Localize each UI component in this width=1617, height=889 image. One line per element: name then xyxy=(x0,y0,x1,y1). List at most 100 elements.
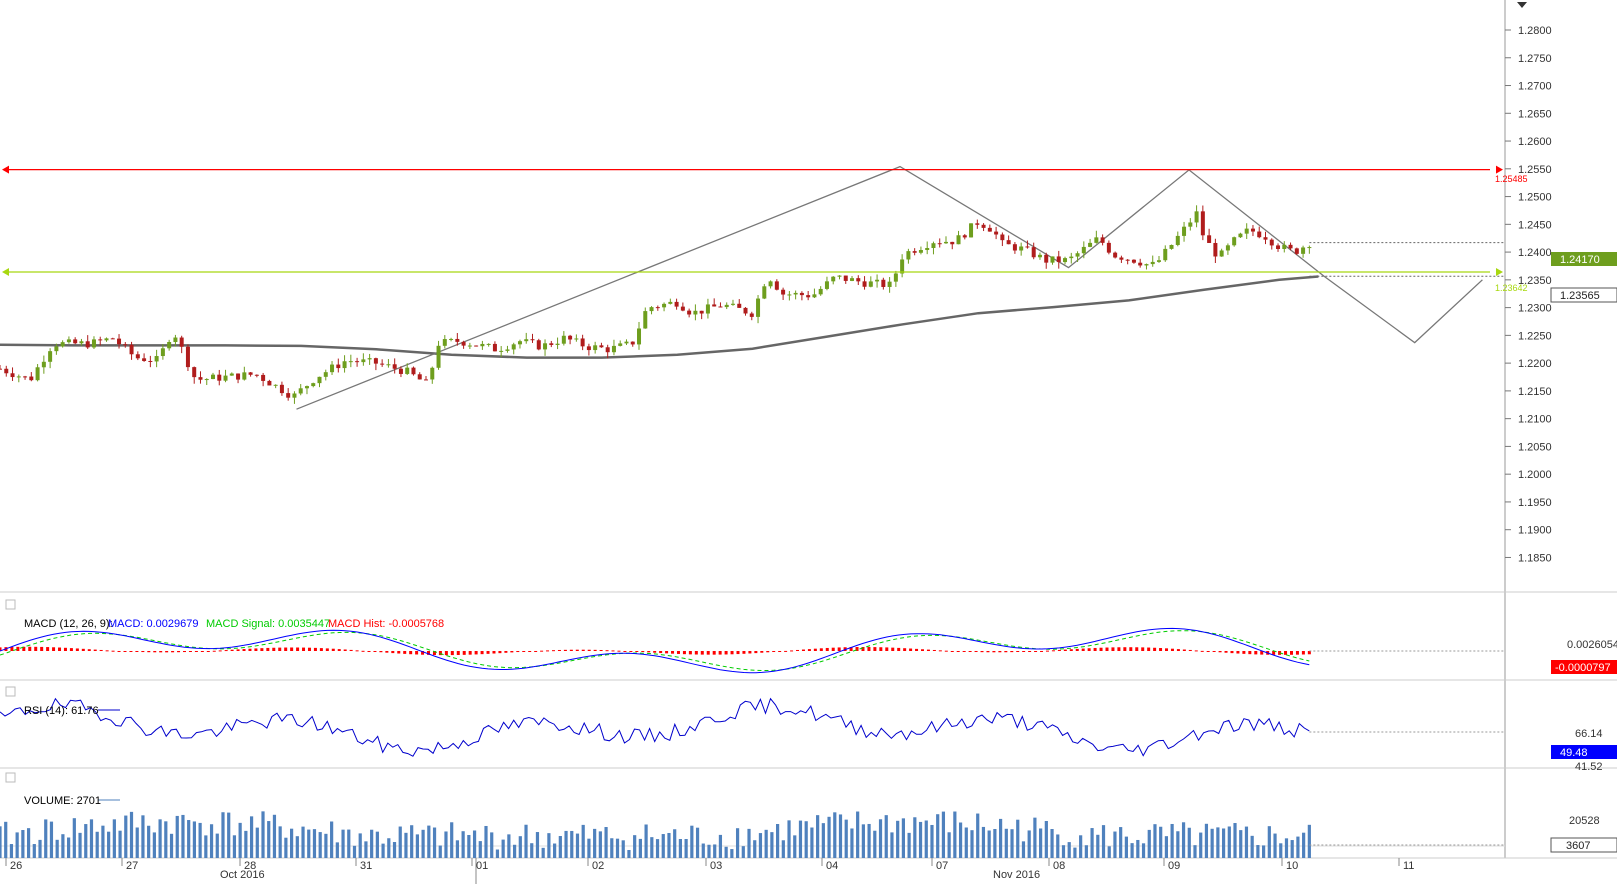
candle-body-45 xyxy=(279,384,284,394)
volume-bar-75 xyxy=(427,825,431,858)
macd-hist-bar-108 xyxy=(641,651,645,653)
volume-bar-100 xyxy=(570,830,574,858)
macd-hist-value: MACD Hist: -0.0005768 xyxy=(328,618,444,630)
macd-hist-bar-70 xyxy=(415,651,419,655)
chevron-down-icon[interactable] xyxy=(1517,2,1527,8)
candle-body-40 xyxy=(248,372,253,375)
resistance-label: 1.25485 xyxy=(1495,174,1528,184)
candle-body-27 xyxy=(167,342,172,349)
macd-signal-line xyxy=(0,630,1310,671)
macd-hist-bar-117 xyxy=(694,651,698,655)
candle-body-205 xyxy=(1282,244,1287,250)
macd-hist-bar-58 xyxy=(343,649,347,651)
volume-bar-15 xyxy=(84,824,88,858)
macd-title: MACD (12, 26, 9): xyxy=(24,618,113,630)
volume-bar-63 xyxy=(358,833,362,858)
volume-bar-103 xyxy=(587,838,591,858)
panel-toggle-icon-1 xyxy=(5,686,16,697)
macd-hist-bar-136 xyxy=(807,649,811,651)
volume-bar-3 xyxy=(15,832,19,858)
price-tick-label-4: 1.2600 xyxy=(1518,136,1552,148)
ma-value-label: 1.23565 xyxy=(1560,290,1600,302)
volume-bar-46 xyxy=(261,811,265,858)
candle-body-69 xyxy=(430,367,435,380)
macd-hist-bar-2 xyxy=(10,646,14,651)
volume-bar-227 xyxy=(1296,836,1300,858)
volume-bar-222 xyxy=(1267,826,1271,858)
macd-hist-bar-212 xyxy=(1260,651,1264,655)
macd-hist-bar-106 xyxy=(629,651,633,652)
volume-bar-143 xyxy=(816,815,820,858)
volume-bar-12 xyxy=(67,837,71,858)
macd-hist-bar-119 xyxy=(706,651,710,655)
volume-bar-69 xyxy=(392,842,397,858)
volume-bar-117 xyxy=(667,832,671,858)
macd-hist-bar-103 xyxy=(611,650,615,652)
volume-bar-17 xyxy=(95,831,99,858)
macd-hist-bar-13 xyxy=(75,648,79,651)
volume-bar-133 xyxy=(758,833,763,858)
volume-bar-223 xyxy=(1273,833,1277,858)
volume-bar-158 xyxy=(901,818,905,858)
macd-hist-bar-90 xyxy=(534,650,538,652)
volume-bar-18 xyxy=(101,825,105,858)
volume-bar-22 xyxy=(124,815,128,858)
volume-bar-229 xyxy=(1307,824,1311,858)
macd-hist-bar-130 xyxy=(772,651,776,652)
macd-hist-bar-169 xyxy=(1004,651,1008,653)
candle-body-72 xyxy=(449,338,454,340)
volume-bar-225 xyxy=(1284,838,1289,858)
volume-bar-9 xyxy=(49,821,54,858)
volume-bar-5 xyxy=(26,828,31,858)
candle-body-203 xyxy=(1269,239,1274,246)
price-levels[interactable] xyxy=(2,165,1505,277)
price-tick-label-11: 1.2250 xyxy=(1518,330,1552,342)
macd-hist-bar-71 xyxy=(421,651,425,655)
candle-body-119 xyxy=(743,307,748,314)
day-label-1: 27 xyxy=(126,860,138,872)
candle-body-136 xyxy=(850,278,855,281)
macd-hist-bar-191 xyxy=(1135,647,1139,651)
macd-hist-bar-140 xyxy=(831,647,835,651)
panel-toggle-icon-0 xyxy=(5,599,16,610)
resistance-right-arrow-icon xyxy=(1496,165,1503,174)
candle-body-4 xyxy=(23,376,28,378)
macd-hist-bar-167 xyxy=(992,651,996,653)
macd-hist-bar-163 xyxy=(968,651,972,652)
macd-hist-bar-174 xyxy=(1034,651,1038,652)
volume-bar-30 xyxy=(169,833,174,858)
macd-hist-bar-62 xyxy=(367,651,371,652)
candle-body-87 xyxy=(543,343,548,350)
macd-hist-bar-118 xyxy=(700,651,704,655)
candle-body-41 xyxy=(254,374,259,376)
macd-hist-bar-168 xyxy=(998,651,1002,653)
candle-body-129 xyxy=(806,295,811,298)
candle-body-148 xyxy=(925,248,930,251)
candle-body-137 xyxy=(856,278,861,282)
macd-hist-bar-121 xyxy=(718,651,722,655)
macd-hist-bar-64 xyxy=(379,651,383,653)
macd-hist-bar-15 xyxy=(87,649,91,651)
macd-hist-bar-9 xyxy=(52,647,56,651)
macd-hist-bar-98 xyxy=(581,649,585,651)
price-tick-label-9: 1.2350 xyxy=(1518,275,1552,287)
candle-body-122 xyxy=(762,286,767,299)
candle-body-19 xyxy=(117,338,122,345)
macd-hist-bar-105 xyxy=(623,650,627,652)
price-tick-label-5: 1.2550 xyxy=(1518,164,1552,176)
candle-body-126 xyxy=(787,294,792,296)
macd-hist-bar-94 xyxy=(557,649,561,651)
macd-hist-bar-144 xyxy=(855,647,859,651)
volume-bar-25 xyxy=(141,815,145,858)
candle-body-113 xyxy=(705,304,710,314)
volume-bar-151 xyxy=(861,824,865,858)
volume-bar-128 xyxy=(730,849,734,858)
macd-hist-bar-14 xyxy=(81,648,85,651)
candles xyxy=(0,205,1312,404)
candle-body-102 xyxy=(637,328,642,345)
candle-body-133 xyxy=(831,276,836,282)
candle-body-146 xyxy=(912,251,917,253)
